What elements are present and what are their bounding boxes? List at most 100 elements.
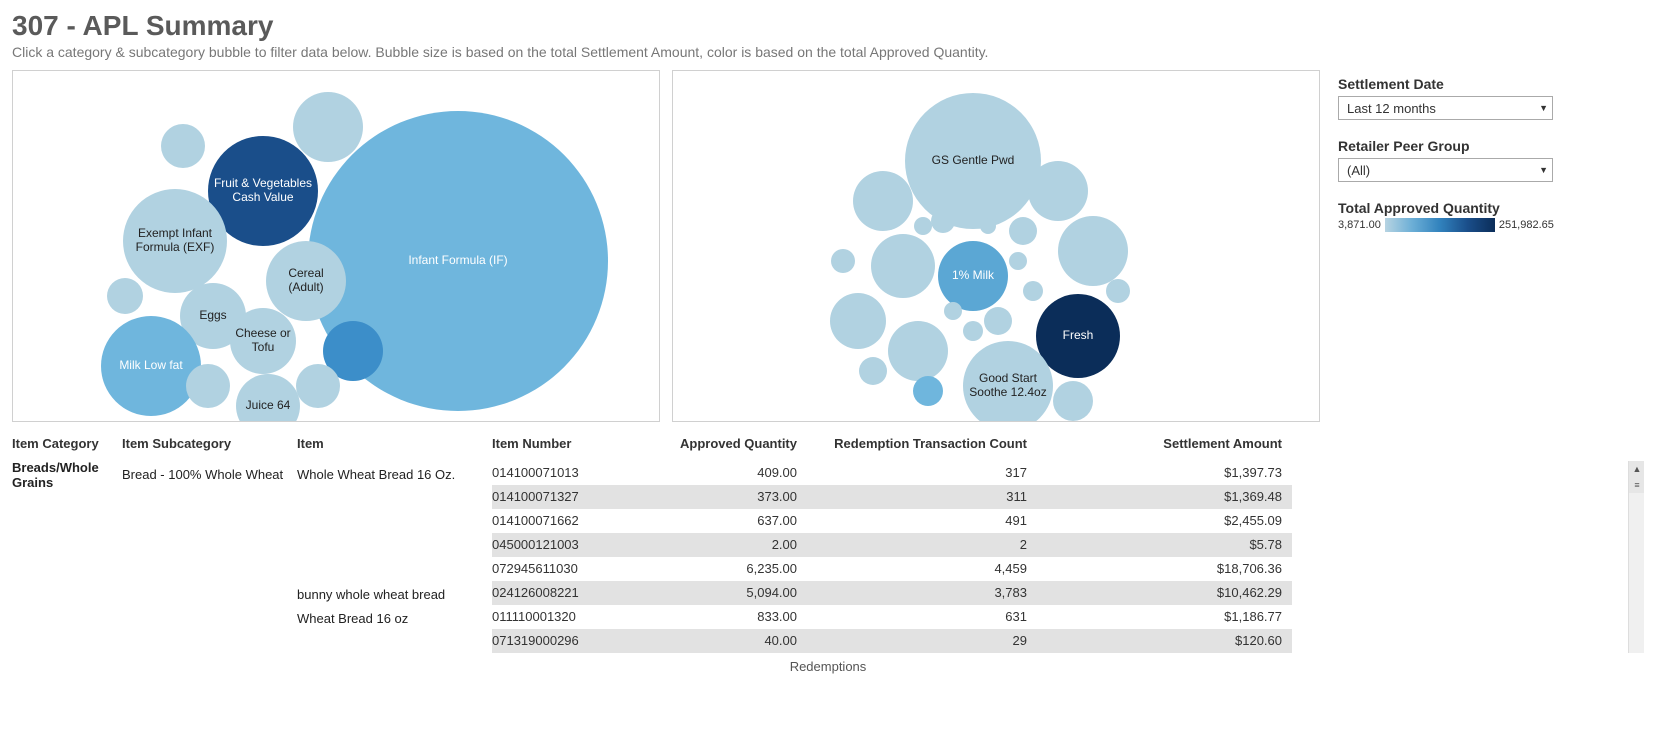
bubble[interactable]	[853, 171, 913, 231]
bubble[interactable]: GS Gentle Pwd	[905, 93, 1041, 229]
cell-item: Whole Wheat Bread 16 Oz.	[297, 464, 492, 482]
bubble[interactable]	[1009, 252, 1027, 270]
cell-qty: 373.00	[622, 485, 827, 509]
cell-category	[12, 544, 122, 547]
col-header-amount[interactable]: Settlement Amount	[1057, 436, 1292, 451]
bubble[interactable]	[931, 209, 955, 233]
table-row[interactable]: 0450001210032.002$5.78	[12, 533, 1644, 557]
cell-amount: $1,186.77	[1057, 605, 1292, 629]
cell-item-number: 014100071013	[492, 461, 622, 485]
bubble[interactable]	[914, 217, 932, 235]
bubble[interactable]: Cheese or Tofu	[230, 308, 296, 374]
cell-item: bunny whole wheat bread	[297, 584, 492, 602]
cell-category: Breads/Whole Grains	[12, 461, 122, 490]
cell-count: 3,783	[827, 581, 1057, 605]
bubble[interactable]: Good Start Soothe 12.4oz	[963, 341, 1053, 422]
bubble[interactable]	[888, 321, 948, 381]
cell-category	[12, 496, 122, 499]
settlement-date-dropdown[interactable]: Last 12 months ▼	[1338, 96, 1553, 120]
bubble[interactable]	[963, 321, 983, 341]
cell-item-number: 014100071327	[492, 485, 622, 509]
scroll-page-icon[interactable]: ≡	[1629, 477, 1644, 493]
cell-subcategory	[122, 520, 297, 523]
cell-item-number: 045000121003	[492, 533, 622, 557]
cell-subcategory	[122, 544, 297, 547]
cell-count: 2	[827, 533, 1057, 557]
legend-min: 3,871.00	[1338, 219, 1381, 231]
bubble[interactable]	[980, 218, 996, 234]
bubble[interactable]	[161, 124, 205, 168]
cell-item-number: 011110001320	[492, 605, 622, 629]
col-header-item-number[interactable]: Item Number	[492, 436, 622, 451]
subcategory-bubble-chart[interactable]: GS Gentle Pwd 1% Milk FreshGood Start Soot…	[672, 70, 1320, 422]
bubble[interactable]: Exempt Infant Formula (EXF)	[123, 189, 227, 293]
bubble[interactable]	[293, 92, 363, 162]
col-header-subcategory[interactable]: Item Subcategory	[122, 436, 297, 451]
table-row[interactable]: 014100071662637.00491$2,455.09	[12, 509, 1644, 533]
cell-qty: 409.00	[622, 461, 827, 485]
table-scrollbar[interactable]: ▲ ≡	[1628, 461, 1644, 653]
settlement-date-label: Settlement Date	[1338, 76, 1644, 92]
cell-subcategory	[122, 640, 297, 643]
scroll-up-icon[interactable]: ▲	[1629, 461, 1644, 477]
cell-item	[297, 496, 492, 499]
table-row[interactable]: Wheat Bread 16 oz011110001320833.00631$1…	[12, 605, 1644, 629]
bubble[interactable]	[1053, 381, 1093, 421]
settlement-date-value: Last 12 months	[1347, 101, 1436, 116]
col-header-item[interactable]: Item	[297, 436, 492, 451]
bubble[interactable]	[296, 364, 340, 408]
bubble[interactable]: Juice 64	[236, 374, 300, 422]
bubble[interactable]	[1023, 281, 1043, 301]
col-header-qty[interactable]: Approved Quantity	[622, 436, 827, 451]
table-row[interactable]: bunny whole wheat bread0241260082215,094…	[12, 581, 1644, 605]
bubble[interactable]	[1009, 217, 1037, 245]
data-table: Item Category Item Subcategory Item Item…	[12, 436, 1644, 653]
cell-item-number: 014100071662	[492, 509, 622, 533]
chevron-down-icon: ▼	[1539, 103, 1548, 113]
bubble[interactable]	[1058, 216, 1128, 286]
bubble[interactable]	[984, 307, 1012, 335]
category-bubble-chart[interactable]: Infant Formula (IF)Fruit & Vegetables Ca…	[12, 70, 660, 422]
bubble[interactable]: Cereal (Adult)	[266, 241, 346, 321]
bubble[interactable]	[1028, 161, 1088, 221]
table-row[interactable]: Breads/Whole GrainsBread - 100% Whole Wh…	[12, 461, 1644, 485]
bubble[interactable]	[830, 293, 886, 349]
bubble[interactable]	[871, 234, 935, 298]
bubble[interactable]: Milk Low fat	[101, 316, 201, 416]
cell-count: 491	[827, 509, 1057, 533]
peer-group-dropdown[interactable]: (All) ▼	[1338, 158, 1553, 182]
col-header-category[interactable]: Item Category	[12, 436, 122, 451]
table-row[interactable]: 014100071327373.00311$1,369.48	[12, 485, 1644, 509]
cell-category	[12, 520, 122, 523]
bubble[interactable]: 1% Milk	[938, 241, 1008, 311]
legend-max: 251,982.65	[1499, 219, 1554, 231]
chevron-down-icon: ▼	[1539, 165, 1548, 175]
cell-count: 317	[827, 461, 1057, 485]
col-header-count[interactable]: Redemption Transaction Count	[827, 436, 1057, 451]
bubble[interactable]	[944, 302, 962, 320]
cell-item-number: 024126008221	[492, 581, 622, 605]
cell-count: 29	[827, 629, 1057, 653]
cell-subcategory	[122, 616, 297, 619]
cell-amount: $1,369.48	[1057, 485, 1292, 509]
cell-item	[297, 568, 492, 571]
cell-item	[297, 544, 492, 547]
cell-amount: $2,455.09	[1057, 509, 1292, 533]
table-row[interactable]: 0729456110306,235.004,459$18,706.36	[12, 557, 1644, 581]
bubble[interactable]	[831, 249, 855, 273]
cell-amount: $5.78	[1057, 533, 1292, 557]
bubble[interactable]	[859, 357, 887, 385]
cell-amount: $1,397.73	[1057, 461, 1292, 485]
peer-group-label: Retailer Peer Group	[1338, 138, 1644, 154]
page-title: 307 - APL Summary	[12, 10, 1644, 42]
table-row[interactable]: 07131900029640.0029$120.60	[12, 629, 1644, 653]
bubble[interactable]	[107, 278, 143, 314]
cell-item-number: 072945611030	[492, 557, 622, 581]
cell-amount: $120.60	[1057, 629, 1292, 653]
bubble[interactable]: Fresh	[1036, 294, 1120, 378]
sheet-tab-redemptions[interactable]: Redemptions	[12, 659, 1644, 674]
bubble[interactable]	[186, 364, 230, 408]
bubble[interactable]	[913, 376, 943, 406]
bubble[interactable]	[1106, 279, 1130, 303]
cell-qty: 637.00	[622, 509, 827, 533]
